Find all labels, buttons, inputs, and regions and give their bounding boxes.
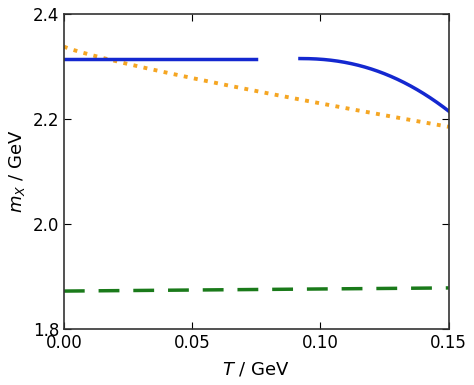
X-axis label: $T$ / GeV: $T$ / GeV (222, 360, 290, 378)
Y-axis label: $m_X$ / GeV: $m_X$ / GeV (7, 130, 27, 213)
